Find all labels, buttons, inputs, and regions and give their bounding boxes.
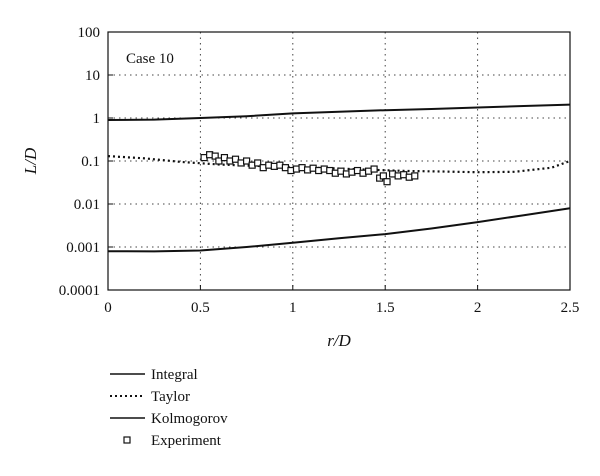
legend-item-integral: Integral: [110, 367, 198, 383]
y-tick-label: 1: [93, 111, 101, 127]
y-tick-label: 10: [85, 68, 100, 84]
experiment-point: [243, 157, 251, 165]
y-tick-label: 0.0001: [59, 283, 100, 299]
x-tick-label: 1.5: [376, 300, 395, 316]
y-tick-label: 0.001: [66, 240, 100, 256]
x-tick-label: 0: [104, 300, 112, 316]
experiment-point: [411, 172, 419, 180]
legend-marker: [123, 436, 131, 444]
experiment-point: [383, 178, 391, 186]
series-taylor-line: [107, 155, 571, 174]
legend-label: Integral: [151, 367, 198, 383]
series-experiment: [200, 151, 419, 186]
experiment-point: [379, 172, 387, 180]
x-axis-label: r/D: [327, 331, 351, 350]
experiment-point: [211, 152, 219, 160]
ticks: 0 0.5 1 1.5 2 2.5 0.0001 0.001 0.01 0.1 1 10 100: [59, 25, 580, 316]
legend-item-taylor: Taylor: [110, 389, 190, 405]
grid: [108, 32, 570, 290]
y-tick-label: 100: [78, 25, 101, 41]
experiment-point: [370, 165, 378, 173]
legend-label: Taylor: [151, 389, 190, 405]
y-tick-label: 0.1: [81, 154, 100, 170]
series-integral-line: [107, 103, 571, 121]
experiment-point: [231, 155, 240, 163]
legend-label: Kolmogorov: [151, 411, 228, 427]
series-layer: [107, 103, 571, 253]
x-tick-label: 2: [474, 300, 482, 316]
legend-label: Experiment: [151, 433, 222, 449]
legend-item-kolmogorov: Kolmogorov: [110, 411, 228, 427]
y-tick-label: 0.01: [74, 197, 100, 213]
x-tick-label: 2.5: [561, 300, 580, 316]
x-tick-label: 1: [289, 300, 297, 316]
x-tick-label: 0.5: [191, 300, 210, 316]
chart-annotation: Case 10: [126, 51, 174, 67]
experiment-point: [254, 159, 262, 167]
y-axis-label: L/D: [21, 147, 40, 175]
series-kolmogorov-line: [107, 207, 571, 253]
legend-item-experiment: Experiment: [123, 433, 222, 449]
legend: Integral Taylor Kolmogorov Experiment: [110, 367, 228, 449]
